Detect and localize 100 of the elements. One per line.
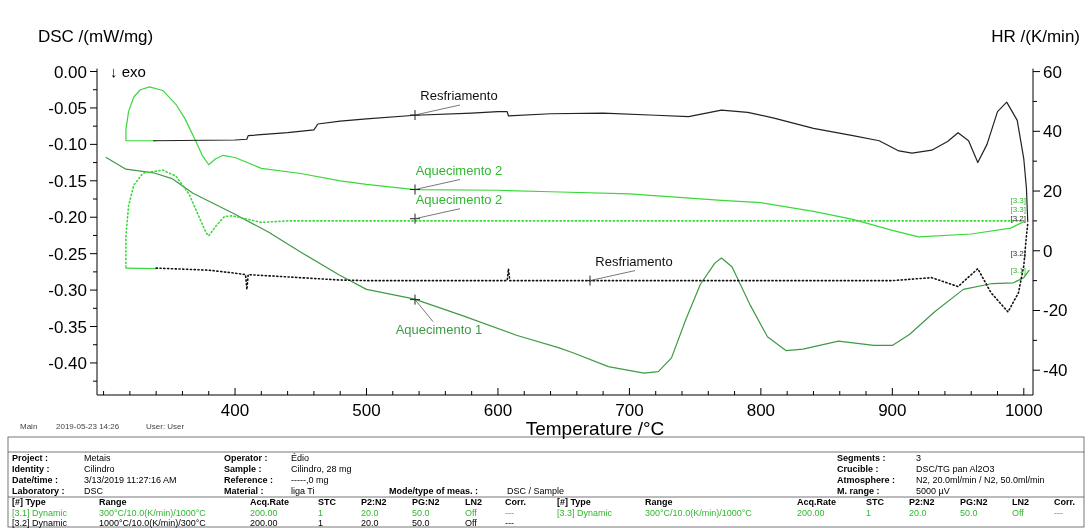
y2-tick-label: -40	[1043, 361, 1068, 381]
text: 20.0	[361, 518, 379, 528]
text: M. range :	[837, 486, 880, 496]
annotation: [3.1]	[1010, 266, 1026, 275]
text: 200.00	[250, 508, 278, 518]
y2-tick-label: 40	[1043, 122, 1062, 142]
line-series	[155, 223, 1029, 313]
y2-tick-label: -20	[1043, 301, 1068, 321]
text: ---	[505, 518, 514, 528]
y-tick-label: 0.00	[53, 62, 87, 82]
annotation: [3.3]	[1010, 196, 1026, 205]
text: Date/time :	[12, 475, 59, 485]
text: DSC / Sample	[507, 486, 565, 496]
text: 200.00	[797, 508, 825, 518]
text: 300°C/10.0(K/min)/1000°C	[99, 508, 207, 518]
x-tick-label: 1000	[1004, 401, 1043, 420]
text: STC	[318, 497, 337, 507]
y-tick-label: -0.20	[48, 208, 87, 228]
annotation: [3.2]	[1010, 249, 1026, 258]
y-tick-label: -0.05	[48, 98, 87, 118]
text: Segments :	[837, 453, 886, 463]
text: 1	[866, 508, 872, 518]
text: Cilindro	[84, 464, 115, 474]
x-tick-label: 600	[483, 401, 513, 420]
x-tick-label: 400	[220, 401, 250, 420]
text: LN2	[1012, 497, 1030, 507]
text: LN2	[465, 497, 483, 507]
text: 20.0	[361, 508, 379, 518]
annotation: [3.2]	[1010, 214, 1026, 223]
text: 3	[916, 453, 922, 463]
annotation: Aquecimento 2	[415, 191, 503, 207]
text: Édio	[291, 453, 310, 463]
y2-tick-label: 60	[1043, 62, 1062, 82]
annotation: ↓ exo	[110, 63, 146, 80]
text: P2:N2	[909, 497, 935, 507]
text: DSC	[84, 486, 104, 496]
text: Project :	[12, 453, 49, 463]
text: Corr.	[1054, 497, 1076, 507]
text: ---	[1054, 508, 1063, 518]
text: [3.2] Dynamic	[12, 518, 68, 528]
text: Acq.Rate	[250, 497, 290, 507]
text: 1	[318, 508, 324, 518]
y-tick-label: -0.10	[48, 135, 87, 155]
text: DSC/TG pan Al2O3	[916, 464, 995, 474]
text: Off	[1012, 508, 1025, 518]
text: Range	[99, 497, 127, 507]
x-axis-title: Temperature /°C	[525, 418, 665, 439]
text: Crucible :	[837, 464, 879, 474]
text: Acq.Rate	[797, 497, 837, 507]
text: 2019-05-23 14:26	[56, 422, 120, 431]
text: Laboratory :	[12, 486, 65, 496]
text: -----,0 mg	[291, 475, 329, 485]
text: Identity :	[12, 464, 50, 474]
text: [3.3] Dynamic	[557, 508, 613, 518]
text: Mode/type of meas. :	[389, 486, 479, 496]
y2-axis-title: HR /(K/min)	[991, 27, 1080, 46]
text: 1000°C/10.0(K/min)/300°C	[99, 518, 207, 528]
text: Reference :	[224, 475, 274, 485]
annotation: Resfriamento	[420, 88, 498, 103]
x-tick-label: 700	[615, 401, 644, 420]
text: 3/13/2019 11:27:16 AM	[84, 475, 177, 485]
annotation: [3.3]	[1010, 205, 1026, 214]
x-tick-label: 500	[352, 401, 381, 420]
text: Material :	[224, 486, 264, 496]
line-series	[152, 101, 1029, 223]
y-tick-label: -0.15	[48, 171, 87, 191]
annotation: Aquecimento 2	[415, 162, 503, 178]
text: Off	[465, 508, 478, 518]
text: Main	[20, 422, 38, 431]
text: 50.0	[960, 508, 978, 518]
x-tick-label: 900	[878, 401, 907, 420]
y-tick-label: -0.40	[48, 353, 87, 373]
y2-tick-label: 20	[1043, 182, 1062, 202]
text: Corr.	[505, 497, 527, 507]
text: P2:N2	[361, 497, 387, 507]
text: 300°C/10.0(K/min)/1000°C	[645, 508, 753, 518]
text: [#] Type	[557, 497, 591, 507]
text: 50.0	[412, 508, 430, 518]
text: Off	[465, 518, 478, 528]
text: User: User	[146, 422, 185, 431]
text: Cilindro, 28 mg	[291, 464, 352, 474]
y-tick-label: -0.30	[48, 281, 87, 301]
y-tick-label: -0.25	[48, 244, 87, 264]
text: Operator :	[224, 453, 268, 463]
text: PG:N2	[412, 497, 440, 507]
text: 20.0	[909, 508, 927, 518]
text: [#] Type	[12, 497, 46, 507]
annotation: Resfriamento	[595, 253, 673, 269]
text: Metais	[84, 453, 112, 463]
text: N2, 20.0ml/min / N2, 50.0ml/min	[916, 475, 1045, 485]
text: 1	[318, 518, 324, 528]
text: STC	[866, 497, 885, 507]
text: Range	[645, 497, 673, 507]
text: Atmosphere :	[837, 475, 896, 485]
text: 50.0	[412, 518, 430, 528]
line-series	[105, 156, 1030, 374]
y-tick-label: -0.35	[48, 317, 87, 337]
text: 5000 µV	[916, 486, 950, 496]
annotation: Aquecimento 1	[395, 321, 483, 337]
text: 200.00	[250, 518, 278, 528]
